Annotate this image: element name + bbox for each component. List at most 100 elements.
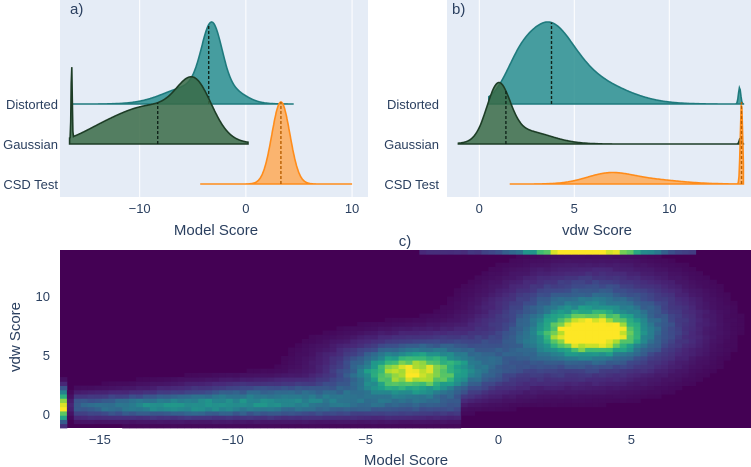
heatmap-cell [661,330,669,336]
heatmap-cell [516,326,524,331]
heatmap-cell [370,351,379,357]
heatmap-cell [426,377,434,382]
heatmap-cell [578,262,586,268]
heatmap-cell [350,402,358,408]
heatmap-cell [737,322,745,327]
heatmap-cell [633,296,641,302]
heatmap-cell [612,300,621,306]
heatmap-cell [605,398,614,403]
heatmap-cell [488,300,496,306]
heatmap-cell [419,411,427,416]
heatmap-cell [592,347,600,353]
heatmap-cell [709,360,717,365]
heatmap-cell [585,254,593,259]
heatmap-cell [502,406,510,412]
heatmap-cell [688,292,697,298]
heatmap-cell [668,355,676,361]
heatmap-cell [612,360,621,365]
heatmap-cell [585,296,593,302]
heatmap-cell [654,283,662,289]
heatmap-cell [481,389,489,395]
heatmap-cell [419,322,427,327]
heatmap-cell [163,415,171,420]
heatmap-cell [460,313,469,319]
heatmap-cell [502,309,510,314]
heatmap-cell [668,305,676,310]
heatmap-cell [453,309,462,314]
heatmap-cell [571,292,579,298]
heatmap-cell [516,283,524,289]
heatmap-cell [129,415,137,420]
heatmap-cell [212,411,220,416]
heatmap-cell [723,309,731,314]
heatmap-cell [529,309,538,314]
heatmap-cell [695,372,704,378]
heatmap-cell [488,394,496,399]
heatmap-cell [481,347,489,353]
heatmap-cell [315,355,323,361]
heatmap-cell [592,402,600,408]
heatmap-cell [129,402,137,408]
heatmap-cell [488,313,496,319]
heatmap-cell [605,330,614,336]
heatmap-cell [405,326,413,331]
heatmap-cell [308,389,317,395]
heatmap-cell [716,326,724,331]
heatmap-cell [516,334,524,340]
heatmap-cell [481,360,489,365]
heatmap-cell [108,381,116,387]
heatmap-cell [80,411,89,416]
heatmap-cell [260,419,268,425]
heatmap-cell [405,385,413,391]
heatmap-cell [301,372,310,378]
heatmap-cell [502,283,510,289]
heatmap-cell [481,309,489,314]
heatmap-cell [681,355,690,361]
heatmap-cell [688,279,697,285]
heatmap-cell [502,398,510,403]
heatmap-cell [564,377,572,382]
heatmap-cell [115,385,123,391]
heatmap-cell [384,351,393,357]
heatmap-cell [433,250,441,255]
heatmap-cell [419,415,427,420]
heatmap-cell [308,402,317,408]
heatmap-cell [357,364,365,370]
heatmap-cell [709,347,717,353]
heatmap-cell [301,394,310,399]
heatmap-cell [205,394,213,399]
heatmap-cell [370,334,379,340]
heatmap-cell [136,398,144,403]
heatmap-cell [502,279,510,285]
heatmap-cell [329,402,337,408]
heatmap-cell [350,368,358,374]
heatmap-cell [446,343,455,348]
heatmap-cell [598,355,607,361]
heatmap-cell [668,343,676,348]
heatmap-cell [481,296,489,302]
heatmap-cell [668,275,676,281]
heatmap-cell [702,322,710,327]
heatmap-cell [384,377,393,382]
heatmap-cell [294,389,303,395]
heatmap-cell [184,398,192,403]
heatmap-cell [184,385,192,391]
heatmap-cell [301,355,310,361]
heatmap-cell [598,351,607,357]
heatmap-cell [619,275,628,281]
heatmap-cell [647,262,655,268]
heatmap-cell [619,385,628,391]
heatmap-cell [419,250,427,255]
heatmap-cell [94,406,102,412]
heatmap-cell [246,368,254,374]
heatmap-cell [336,368,344,374]
heatmap-cell [502,372,510,378]
heatmap-cell [543,381,552,387]
heatmap-cell [391,389,399,395]
heatmap-cell [723,322,731,327]
heatmap-cell [598,372,607,378]
heatmap-cell [419,398,427,403]
heatmap-cell [695,368,704,374]
heatmap-cell [536,360,545,365]
heatmap-cell [681,262,690,268]
